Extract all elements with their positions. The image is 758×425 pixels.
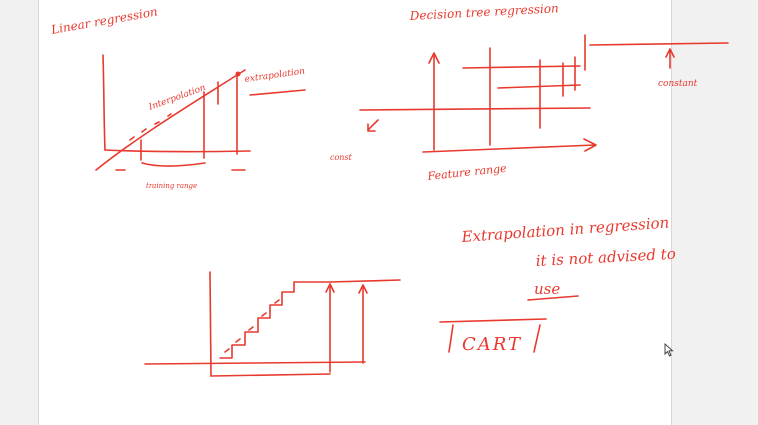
tree-x-axis <box>422 138 597 153</box>
extrapolation-underline <box>249 89 306 96</box>
step-dotted-fit <box>224 299 280 353</box>
step-arrow-2 <box>358 284 368 364</box>
tree-y-axis <box>428 52 440 151</box>
decision-tree-sketch <box>359 34 729 153</box>
tree-horizontal-3 <box>497 84 581 89</box>
training-range-label: training range <box>146 182 197 190</box>
step-x-axis <box>210 373 331 377</box>
linear-regression-title: Linear regression <box>49 4 159 37</box>
tree-constant-line <box>589 42 729 46</box>
use-underline <box>527 295 579 301</box>
training-brace <box>141 162 206 167</box>
linear-x-axis <box>104 149 251 153</box>
left-margin <box>0 0 38 425</box>
extrapolation-dot <box>235 71 241 77</box>
step-baseline <box>144 361 366 365</box>
tree-down-arrow <box>367 119 379 132</box>
whiteboard-canvas[interactable] <box>38 0 672 425</box>
extrapolation-label: extrapolation <box>244 67 306 85</box>
cart-left-bracket <box>448 324 454 353</box>
step-y-axis <box>209 271 212 377</box>
const-label: const <box>330 153 353 162</box>
linear-regression-sketch <box>95 54 306 171</box>
note-line-2: it is not advised to <box>535 245 676 270</box>
step-top-line <box>329 279 401 283</box>
step-staircase <box>219 281 331 359</box>
training-points <box>129 113 172 141</box>
step-arrow-1 <box>325 283 335 373</box>
cart-box-top <box>439 318 547 323</box>
right-margin <box>672 0 758 425</box>
linear-y-axis <box>102 54 106 151</box>
feature-range-label: Feature range <box>426 162 508 183</box>
note-line-1: Extrapolation in regression <box>460 214 670 247</box>
interpolation-label: Interpolation <box>147 83 208 113</box>
cart-label: CART <box>462 334 522 355</box>
tree-horizontal-1 <box>359 107 591 111</box>
step-function-sketch <box>144 271 401 377</box>
regression-line <box>95 69 246 171</box>
cart-right-bracket <box>533 324 541 353</box>
note-line-3: use <box>534 280 560 298</box>
mouse-pointer-icon <box>664 342 674 362</box>
constant-arrow <box>665 48 675 69</box>
constant-label: constant <box>658 79 698 89</box>
tree-horizontal-2 <box>462 65 581 69</box>
decision-tree-title: Decision tree regression <box>408 1 559 23</box>
